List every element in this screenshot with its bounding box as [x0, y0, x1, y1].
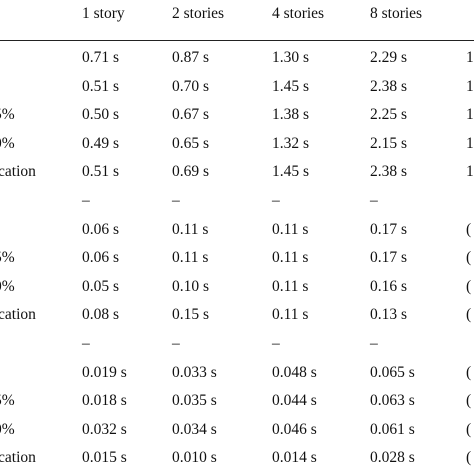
cell: 0.019 s: [82, 363, 127, 381]
cell: 2.38 s: [370, 163, 408, 181]
row-label: cation: [0, 449, 36, 467]
cell: 0.17 s: [370, 249, 408, 267]
cell: 0.11 s: [172, 220, 209, 238]
cropped-cell: (: [466, 249, 472, 267]
column-header: 1 story: [82, 5, 125, 22]
cell: 0.010 s: [172, 449, 217, 467]
cell: 1.32 s: [272, 134, 310, 152]
cropped-cell: (: [466, 449, 472, 467]
cell: 0.06 s: [82, 249, 120, 267]
cell: 0.11 s: [272, 306, 309, 324]
cropped-cell: (: [466, 392, 472, 410]
cell: 0.06 s: [82, 220, 120, 238]
cell: 0.063 s: [370, 392, 415, 410]
row-label: 5%: [0, 249, 15, 267]
row-label: 0%: [0, 134, 15, 152]
cropped-cell: 1: [466, 49, 474, 66]
row-label: 5%: [0, 392, 15, 410]
cell: 0.044 s: [272, 392, 317, 410]
cell: 0.69 s: [172, 163, 210, 181]
cropped-cell: (: [466, 420, 472, 438]
cell: 0.13 s: [370, 306, 408, 324]
cell: 0.032 s: [82, 420, 127, 438]
cell: 0.028 s: [370, 449, 415, 467]
cell: –: [82, 192, 90, 209]
cell: 0.51 s: [82, 163, 120, 181]
cell: 0.11 s: [272, 220, 309, 238]
cell: –: [82, 335, 90, 352]
cell: 0.034 s: [172, 420, 217, 438]
cell: 0.065 s: [370, 363, 415, 381]
cropped-cell: 1: [466, 77, 474, 95]
column-header: 8 stories: [370, 5, 423, 22]
cropped-cell: (: [466, 277, 472, 295]
cropped-cell: (: [466, 306, 472, 324]
cell: 0.50 s: [82, 106, 120, 124]
cell: 0.51 s: [82, 77, 120, 95]
row-label: 0%: [0, 277, 15, 295]
cell: 0.08 s: [82, 306, 120, 324]
cell: 0.05 s: [82, 277, 120, 295]
cell: 1.45 s: [272, 163, 310, 181]
cropped-cell: 1: [466, 163, 474, 181]
cell: 2.29 s: [370, 49, 408, 66]
cell: 0.046 s: [272, 420, 317, 438]
cell: 1.38 s: [272, 106, 310, 124]
cell: 2.15 s: [370, 134, 408, 152]
cell: 0.67 s: [172, 106, 210, 124]
header-rule: [0, 40, 474, 41]
cell: 0.70 s: [172, 77, 210, 95]
cell: 0.015 s: [82, 449, 127, 467]
cell: 0.10 s: [172, 277, 210, 295]
cell: 0.048 s: [272, 363, 317, 381]
cell: 0.11 s: [172, 249, 209, 267]
cell: –: [272, 335, 280, 352]
cell: 0.11 s: [272, 249, 309, 267]
cell: 0.15 s: [172, 306, 210, 324]
cell: 0.061 s: [370, 420, 415, 438]
cell: 0.018 s: [82, 392, 127, 410]
row-label: cation: [0, 306, 36, 324]
cell: 1.45 s: [272, 77, 310, 95]
cell: 0.033 s: [172, 363, 217, 381]
cell: 2.25 s: [370, 106, 408, 124]
cell: 0.17 s: [370, 220, 408, 238]
column-header: 2 stories: [172, 5, 225, 22]
cell: 0.11 s: [272, 277, 309, 295]
cell: 0.16 s: [370, 277, 408, 295]
cropped-cell: (: [466, 220, 472, 238]
cropped-cell: 1: [466, 134, 474, 152]
cropped-cell: (: [466, 363, 472, 381]
cell: 0.65 s: [172, 134, 210, 152]
cell: 1.30 s: [272, 49, 310, 66]
row-label: 5%: [0, 106, 15, 124]
cell: 0.014 s: [272, 449, 317, 467]
cell: –: [172, 335, 180, 352]
cell: 2.38 s: [370, 77, 408, 95]
cell: –: [370, 335, 378, 352]
cell: –: [172, 192, 180, 209]
row-label: 0%: [0, 420, 15, 438]
cropped-cell: 1: [466, 106, 474, 124]
column-header: 4 stories: [272, 5, 325, 22]
cell: –: [272, 192, 280, 209]
cell: –: [370, 192, 378, 209]
cell: 0.035 s: [172, 392, 217, 410]
row-label: cation: [0, 163, 36, 181]
cell: 0.71 s: [82, 49, 120, 66]
cell: 0.49 s: [82, 134, 120, 152]
cell: 0.87 s: [172, 49, 210, 66]
